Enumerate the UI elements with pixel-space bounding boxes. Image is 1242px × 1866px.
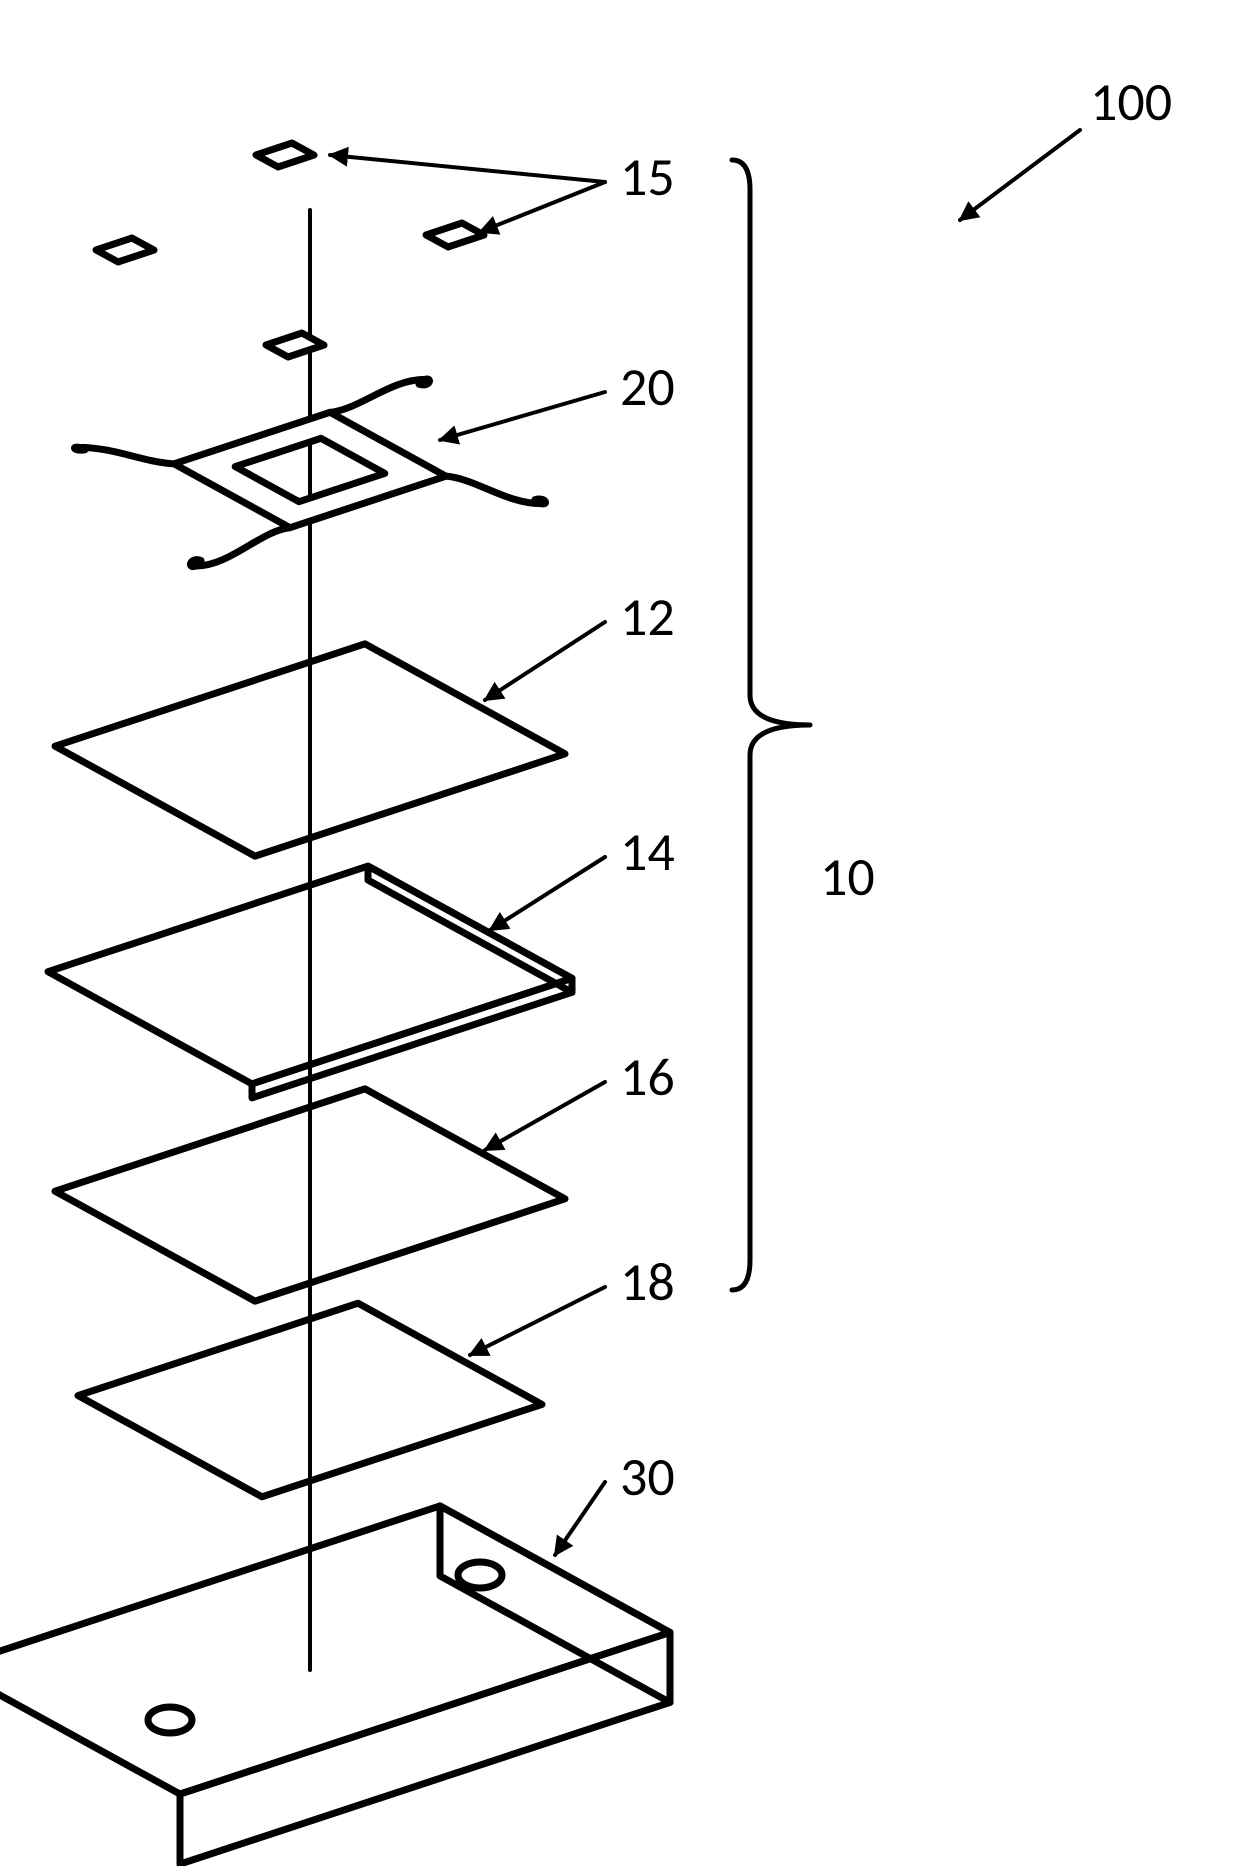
- label-base: 30: [620, 1444, 675, 1510]
- exploded-view-diagram: 100 15 20 12 14 16 18 30 10: [0, 0, 1242, 1866]
- label-plate2: 14: [620, 819, 675, 885]
- label-group: 10: [820, 844, 875, 910]
- label-assembly: 100: [1090, 69, 1172, 135]
- label-plate1: 12: [620, 584, 675, 650]
- label-plate3: 16: [620, 1044, 675, 1110]
- label-plate4: 18: [620, 1249, 675, 1315]
- label-clips: 15: [620, 144, 675, 210]
- label-bracket: 20: [620, 354, 675, 420]
